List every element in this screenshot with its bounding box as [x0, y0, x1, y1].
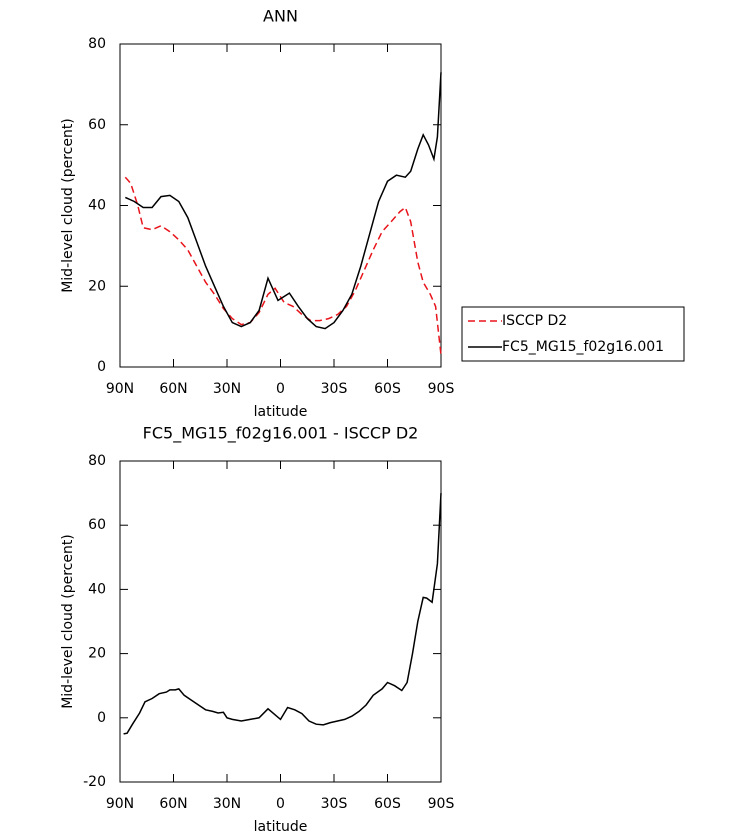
x-tick-label: 60S	[374, 381, 401, 397]
y-tick-label: 40	[88, 581, 106, 597]
y-tick-label: 20	[88, 646, 106, 662]
y-tick-label: 60	[88, 517, 106, 533]
x-tick-label: 30N	[213, 796, 241, 812]
x-axis-label: latitude	[254, 819, 308, 835]
legend-box	[461, 306, 685, 362]
y-axis-label: Mid-level cloud (percent)	[60, 534, 76, 709]
y-tick-label: 80	[88, 36, 106, 52]
y-tick-label: 40	[88, 198, 106, 214]
y-tick-label: 0	[97, 359, 106, 375]
legend-label: ISCCP D2	[502, 313, 567, 329]
y-axis-label: Mid-level cloud (percent)	[60, 118, 76, 293]
x-tick-label: 90S	[428, 381, 455, 397]
x-tick-label: 90N	[106, 381, 134, 397]
x-tick-label: 0	[276, 381, 285, 397]
y-tick-label: 20	[88, 278, 106, 294]
x-tick-label: 60N	[159, 381, 187, 397]
y-tick-label: 80	[88, 453, 106, 469]
data-line	[124, 72, 442, 330]
chart-title: FC5_MG15_f02g16.001 - ISCCP D2	[143, 424, 419, 444]
x-tick-label: 0	[276, 796, 285, 812]
y-tick-label: -20	[83, 774, 106, 790]
chart-title: ANN	[263, 7, 298, 26]
data-line	[123, 493, 442, 735]
plot-frame	[119, 460, 442, 783]
x-tick-label: 30S	[321, 381, 348, 397]
x-tick-label: 30S	[321, 796, 348, 812]
x-tick-label: 60N	[159, 796, 187, 812]
data-line	[124, 176, 442, 355]
x-tick-label: 90S	[428, 796, 455, 812]
x-tick-label: 90N	[106, 796, 134, 812]
x-tick-label: 30N	[213, 381, 241, 397]
plot-frame	[119, 43, 442, 368]
y-tick-label: 0	[97, 710, 106, 726]
x-tick-label: 60S	[374, 796, 401, 812]
y-tick-label: 60	[88, 117, 106, 133]
x-axis-label: latitude	[254, 404, 308, 420]
legend-label: FC5_MG15_f02g16.001	[502, 339, 664, 355]
